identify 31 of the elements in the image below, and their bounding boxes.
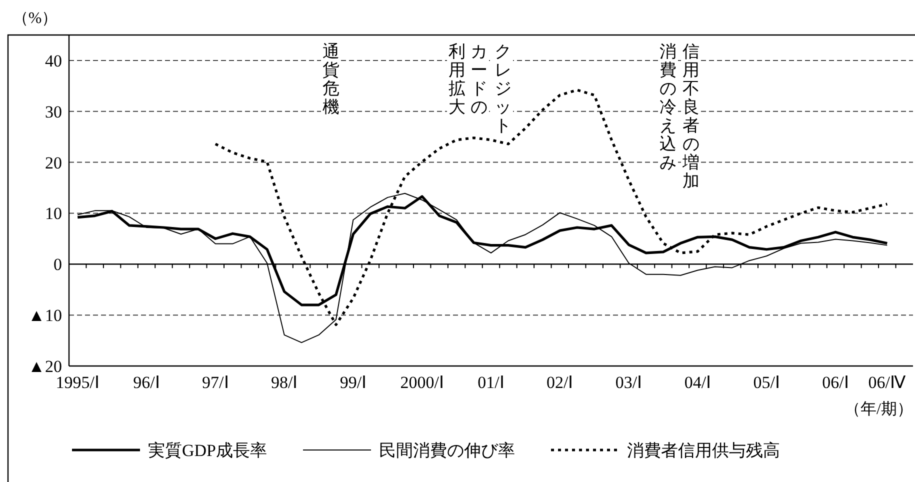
y-tick-label: 10: [45, 204, 62, 224]
x-tick-label: 06/Ⅰ: [822, 373, 849, 392]
x-tick-label: 2000/Ⅰ: [400, 373, 444, 392]
annotation: 信用不良者の増加: [682, 42, 700, 190]
legend-label: 民間消費の伸び率: [379, 441, 516, 460]
x-tick-label: 05/Ⅰ: [753, 373, 780, 392]
x-tick-label: 96/Ⅰ: [133, 373, 160, 392]
annotation: 利用拡大: [448, 42, 466, 116]
x-tick-label: 1995/Ⅰ: [56, 373, 100, 392]
x-tick-label: 97/Ⅰ: [202, 373, 229, 392]
legend-label: 消費者信用供与残高: [627, 441, 780, 460]
x-tick-label: 06/Ⅳ: [868, 373, 906, 392]
x-tick-label: 03/Ⅰ: [615, 373, 642, 392]
y-tick-label: ▲20: [28, 357, 62, 376]
annotation: クレジット: [494, 42, 512, 135]
x-tick-label: 98/Ⅰ: [270, 373, 298, 392]
y-axis-title: （%）: [12, 10, 58, 27]
annotation: 消費の冷え込み: [660, 42, 676, 172]
annotation: 通貨危機: [322, 42, 340, 116]
x-tick-label: 04/Ⅰ: [684, 373, 712, 392]
y-tick-label: ▲10: [28, 306, 62, 326]
legend-label: 実質GDP成長率: [148, 441, 268, 460]
x-tick-label: 99/Ⅰ: [340, 373, 367, 392]
y-tick-label: 20: [45, 153, 62, 172]
x-tick-label: 02/Ⅰ: [546, 373, 574, 392]
x-tick-label: 01/Ⅰ: [478, 373, 504, 392]
y-tick-label: 0: [54, 255, 62, 274]
y-tick-label: 30: [45, 102, 62, 122]
y-tick-label: 40: [45, 51, 62, 70]
annotation: カードの: [470, 42, 488, 116]
x-axis-title: （年/期）: [844, 400, 913, 418]
